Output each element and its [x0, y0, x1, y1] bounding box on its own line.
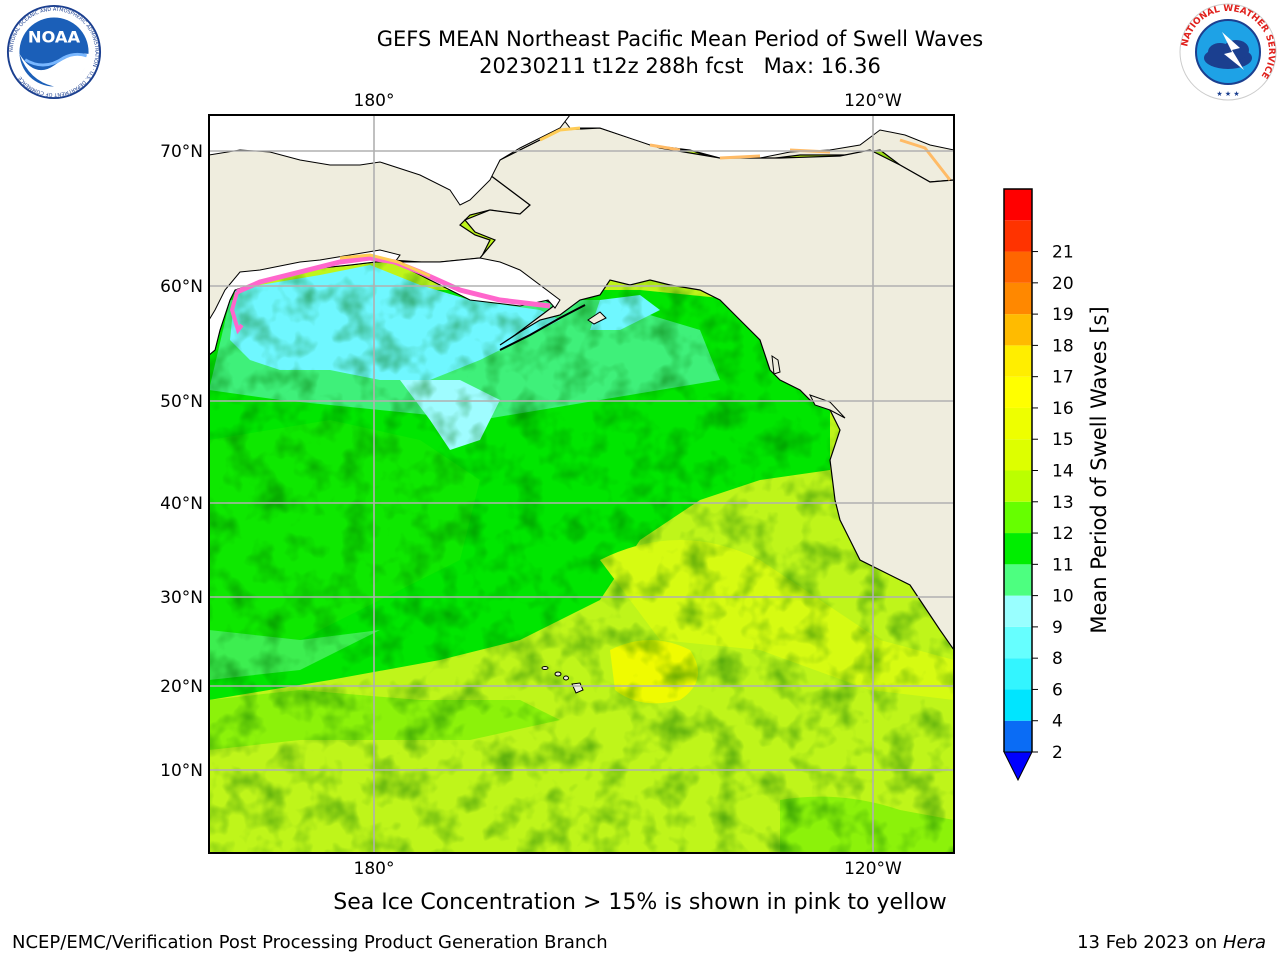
- haida-gwaii: [771, 354, 781, 375]
- map-frame: [208, 114, 955, 854]
- sea-ice-west: [229, 291, 244, 335]
- lat-label-70n: 70°N: [160, 142, 203, 162]
- footer-date-text: 13 Feb 2023 on: [1077, 932, 1223, 953]
- nws-logo: NATIONAL WEATHER SERVICE ★ ★ ★: [1179, 3, 1277, 101]
- colorbar-swatch: [1004, 470, 1032, 502]
- colorbar-tick-label: 9: [1052, 618, 1063, 638]
- colorbar-tick-label: 10: [1052, 587, 1074, 607]
- colorbar-swatch: [1004, 595, 1032, 627]
- colorbar-tick-label: 20: [1052, 274, 1074, 294]
- colorbar-tick-label: 21: [1052, 243, 1074, 263]
- colorbar-swatch: [1004, 564, 1032, 596]
- bering-sea-ice-edge: [394, 257, 561, 309]
- colorbar-swatch: [1004, 501, 1032, 534]
- sea-ice-edge-yellow: [339, 253, 431, 278]
- svg-text:★ ★ ★: ★ ★ ★: [1216, 90, 1239, 98]
- colorbar-swatch: [1004, 720, 1032, 752]
- colorbar-tick-label: 11: [1052, 555, 1074, 575]
- title-line-1: GEFS MEAN Northeast Pacific Mean Period …: [376, 27, 984, 51]
- lon-label-bottom-180: 180°: [354, 859, 395, 879]
- map-area: [209, 115, 954, 853]
- colorbar-tick-label: 12: [1052, 524, 1074, 544]
- colorbar-swatch: [1004, 689, 1032, 721]
- colorbar-tick-label: 16: [1052, 399, 1074, 419]
- colorbar-swatch: [1004, 407, 1032, 440]
- colorbar-tick-label: 4: [1052, 712, 1063, 732]
- colorbar-swatch: [1004, 345, 1032, 377]
- aleutian-islands: [499, 304, 586, 351]
- lon-label-top-180: 180°: [354, 91, 395, 111]
- colorbar-tick-label: 17: [1052, 368, 1074, 388]
- noaa-logo: NOAA NATIONAL OCEANIC AND ATMOSPHERIC AD…: [6, 4, 102, 100]
- colorbar-swatch: [1004, 439, 1032, 471]
- colorbar-swatch: [1004, 626, 1032, 659]
- colorbar-tick-label: 18: [1052, 336, 1074, 356]
- title-line-2: 20230211 t12z 288h fcst Max: 16.36: [479, 54, 881, 78]
- arctic-water-chukchi: [209, 115, 571, 206]
- sea-ice-arctic-1: [539, 126, 581, 142]
- colorbar-tick-label: 2: [1052, 743, 1063, 763]
- colorbar: 2 4 6 8 9 10 11 12 13 14 15 16 17 18 19 20 21: [1003, 188, 1074, 782]
- graticule: [209, 115, 954, 853]
- colorbar-tick-label: 13: [1052, 493, 1074, 513]
- lon-label-top-120w: 120°W: [844, 91, 902, 111]
- kodiak-island: [587, 311, 607, 325]
- sea-ice-note: Sea Ice Concentration > 15% is shown in …: [333, 890, 947, 915]
- colorbar-tick-label: 14: [1052, 462, 1074, 482]
- colorbar-label: Mean Period of Swell Waves [s]: [1087, 306, 1111, 633]
- lat-label-10n: 10°N: [160, 761, 203, 781]
- colorbar-swatch: [1004, 658, 1032, 690]
- colorbar-under-arrow: [1003, 751, 1033, 782]
- colorbar-tick-label: 6: [1052, 680, 1063, 700]
- lat-label-60n: 60°N: [160, 277, 203, 297]
- lat-label-20n: 20°N: [160, 677, 203, 697]
- footer-date: 13 Feb 2023 on Hera: [1077, 932, 1266, 953]
- footer-credit: NCEP/EMC/Verification Post Processing Pr…: [12, 932, 608, 953]
- colorbar-tick-label: 8: [1052, 649, 1063, 669]
- lat-label-40n: 40°N: [160, 494, 203, 514]
- footer-host: Hera: [1222, 932, 1266, 953]
- colorbar-swatch: [1004, 220, 1032, 252]
- noaa-logo-text: NOAA: [28, 27, 81, 46]
- colorbar-swatch: [1004, 251, 1032, 283]
- colorbar-swatch: [1004, 314, 1032, 346]
- chart-title: GEFS MEAN Northeast Pacific Mean Period …: [180, 26, 1180, 80]
- sea-ice-arctic-2: [649, 138, 952, 181]
- colorbar-tick-label: 19: [1052, 305, 1074, 325]
- colorbar-swatch: [1004, 533, 1032, 565]
- lon-label-bottom-120w: 120°W: [844, 859, 902, 879]
- lat-label-30n: 30°N: [160, 588, 203, 608]
- colorbar-swatch: [1004, 189, 1032, 221]
- colorbar-tick-label: 15: [1052, 430, 1074, 450]
- lat-label-50n: 50°N: [160, 392, 203, 412]
- colorbar-swatch: [1004, 282, 1032, 315]
- sea-ice-edge-pink: [236, 255, 551, 309]
- colorbar-swatch: [1004, 376, 1032, 408]
